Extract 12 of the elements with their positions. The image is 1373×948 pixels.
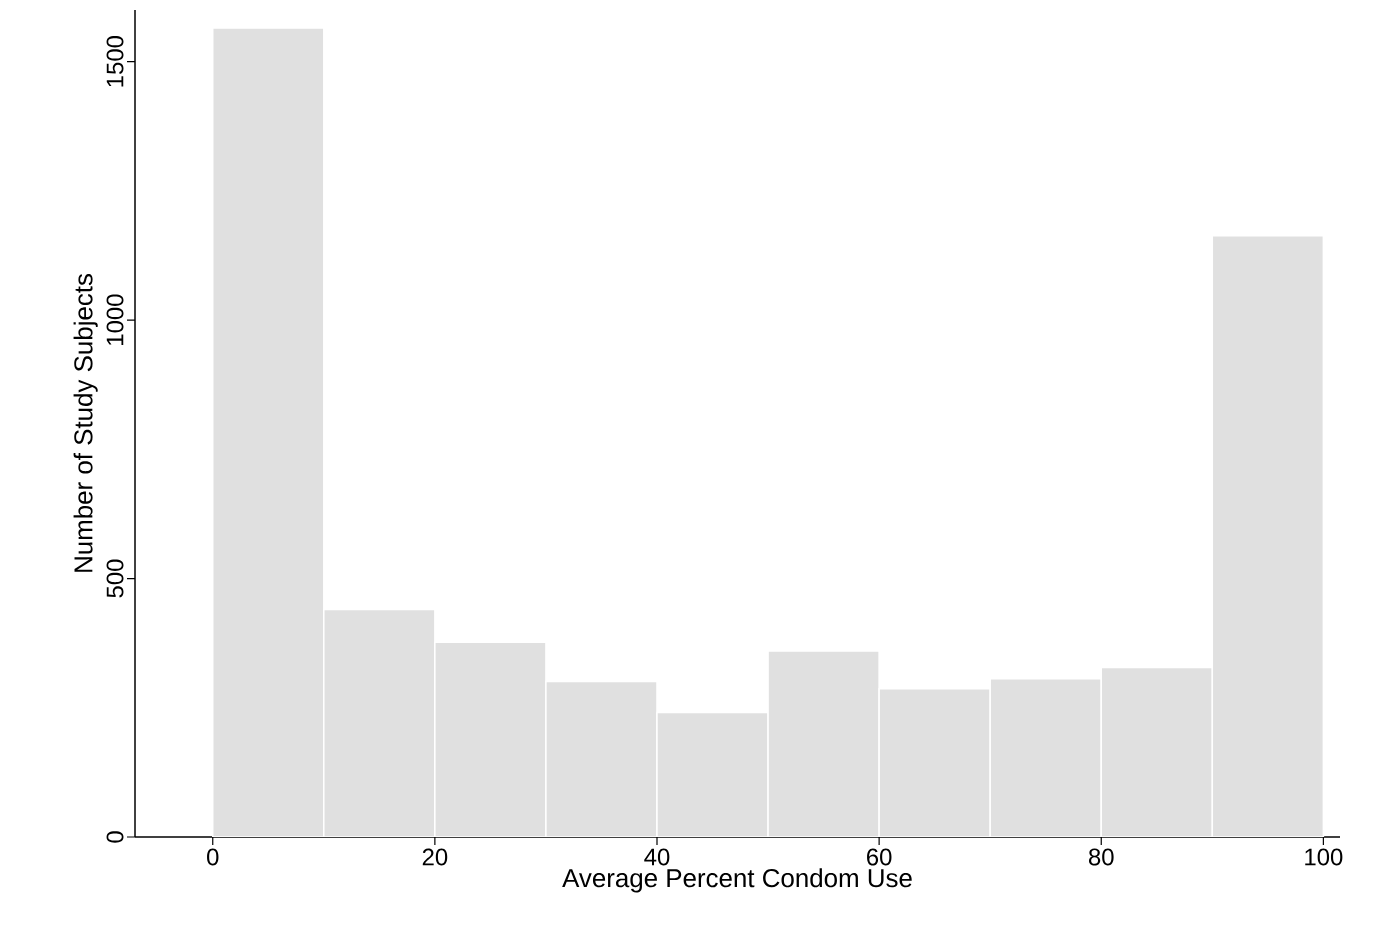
- x-tick-label: 60: [867, 848, 892, 866]
- x-tick-label: 40: [644, 848, 670, 866]
- y-tick-label: 1000: [106, 294, 124, 345]
- y-tick-label: 0: [106, 831, 124, 843]
- x-tick-label: 80: [1088, 848, 1114, 866]
- y-tick-label: 500: [106, 559, 124, 598]
- x-tick-label: 0: [207, 848, 219, 866]
- x-tick-label: 20: [422, 848, 448, 866]
- y-tick-label: 1500: [106, 36, 124, 87]
- x-tick-label: 100: [1305, 848, 1343, 866]
- y-axis-title: Number of Study Subjects: [73, 274, 98, 572]
- x-axis-title: Average Percent Condom Use: [562, 868, 912, 893]
